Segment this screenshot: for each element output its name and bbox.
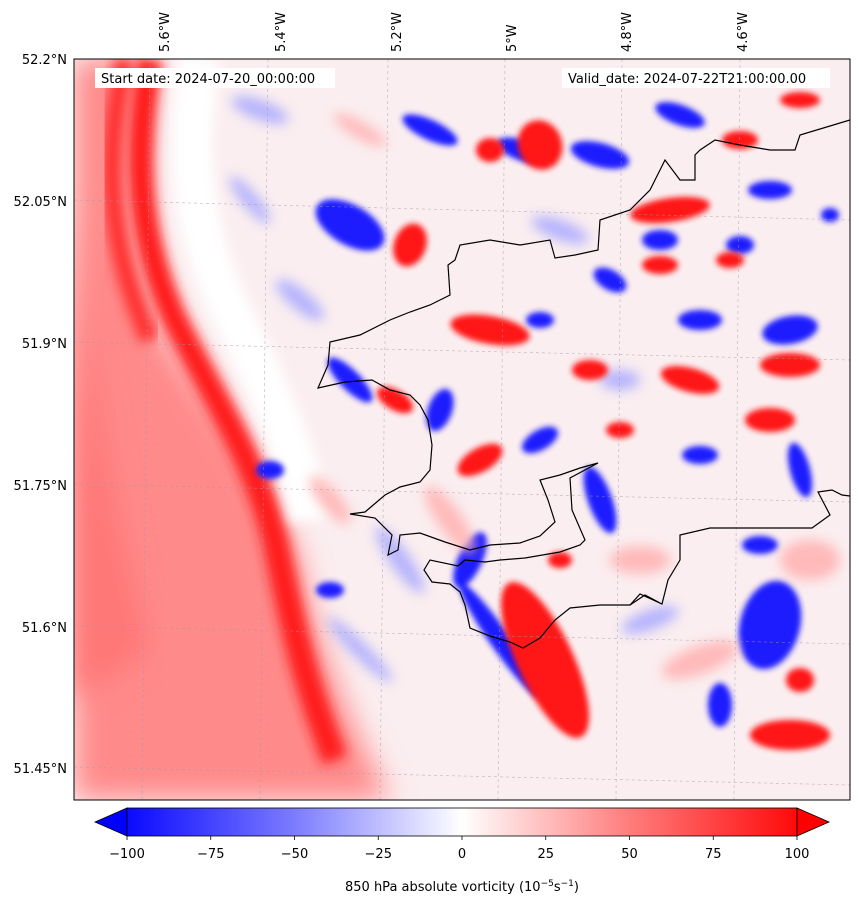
- valid-date-box: Valid_date: 2024-07-22T21:00:00.00: [562, 68, 830, 88]
- latitude-labels: 52.2°N 52.05°N 51.9°N 51.75°N 51.6°N 51.…: [14, 53, 67, 777]
- valid-date-label: Valid_date: 2024-07-22T21:00:00.00: [568, 72, 806, 87]
- lat-label-51.75N: 51.75°N: [14, 479, 67, 494]
- lat-label-51.6N: 51.6°N: [22, 621, 67, 636]
- colorbar-tick: 0: [458, 847, 466, 862]
- lon-label-5.6W: 5.6°W: [158, 12, 173, 52]
- map-frame: [73, 58, 851, 801]
- lon-label-4.6W: 4.6°W: [736, 12, 751, 52]
- colorbar-tick: −25: [365, 847, 392, 862]
- colorbar-tick: 100: [785, 847, 810, 862]
- lon-label-5W: 5°W: [505, 24, 520, 52]
- lon-label-4.8W: 4.8°W: [620, 12, 635, 52]
- coastline: [316, 119, 850, 649]
- colorbar-tick: −100: [109, 847, 145, 862]
- colorbar-tick: 50: [621, 847, 638, 862]
- lon-label-5.2W: 5.2°W: [390, 12, 405, 52]
- colorbar-tick: −50: [281, 847, 308, 862]
- lat-label-51.9N: 51.9°N: [22, 337, 67, 352]
- lat-label-51.45N: 51.45°N: [14, 762, 67, 777]
- lon-label-5.4W: 5.4°W: [274, 12, 289, 52]
- colorbar-gradient: [126, 807, 798, 837]
- lat-label-52.2N: 52.2°N: [22, 53, 67, 68]
- colorbar-tick: 75: [705, 847, 722, 862]
- vorticity-field: [74, 59, 850, 800]
- colorbar-min-extend: [94, 807, 128, 837]
- colorbar: −100 −75 −50 −25 0 25 50 75 100 850 hPa …: [94, 807, 830, 895]
- start-date-box: Start date: 2024-07-20_00:00:00: [95, 68, 335, 88]
- longitude-labels: 5.6°W 5.4°W 5.2°W 5°W 4.8°W 4.6°W: [158, 12, 751, 52]
- colorbar-tick: 25: [537, 847, 554, 862]
- start-date-label: Start date: 2024-07-20_00:00:00: [101, 72, 315, 87]
- lat-label-52.05N: 52.05°N: [14, 195, 67, 210]
- colorbar-tick: −75: [197, 847, 224, 862]
- colorbar-max-extend: [796, 807, 830, 837]
- colorbar-label: 850 hPa absolute vorticity (10−5s−1): [345, 879, 579, 895]
